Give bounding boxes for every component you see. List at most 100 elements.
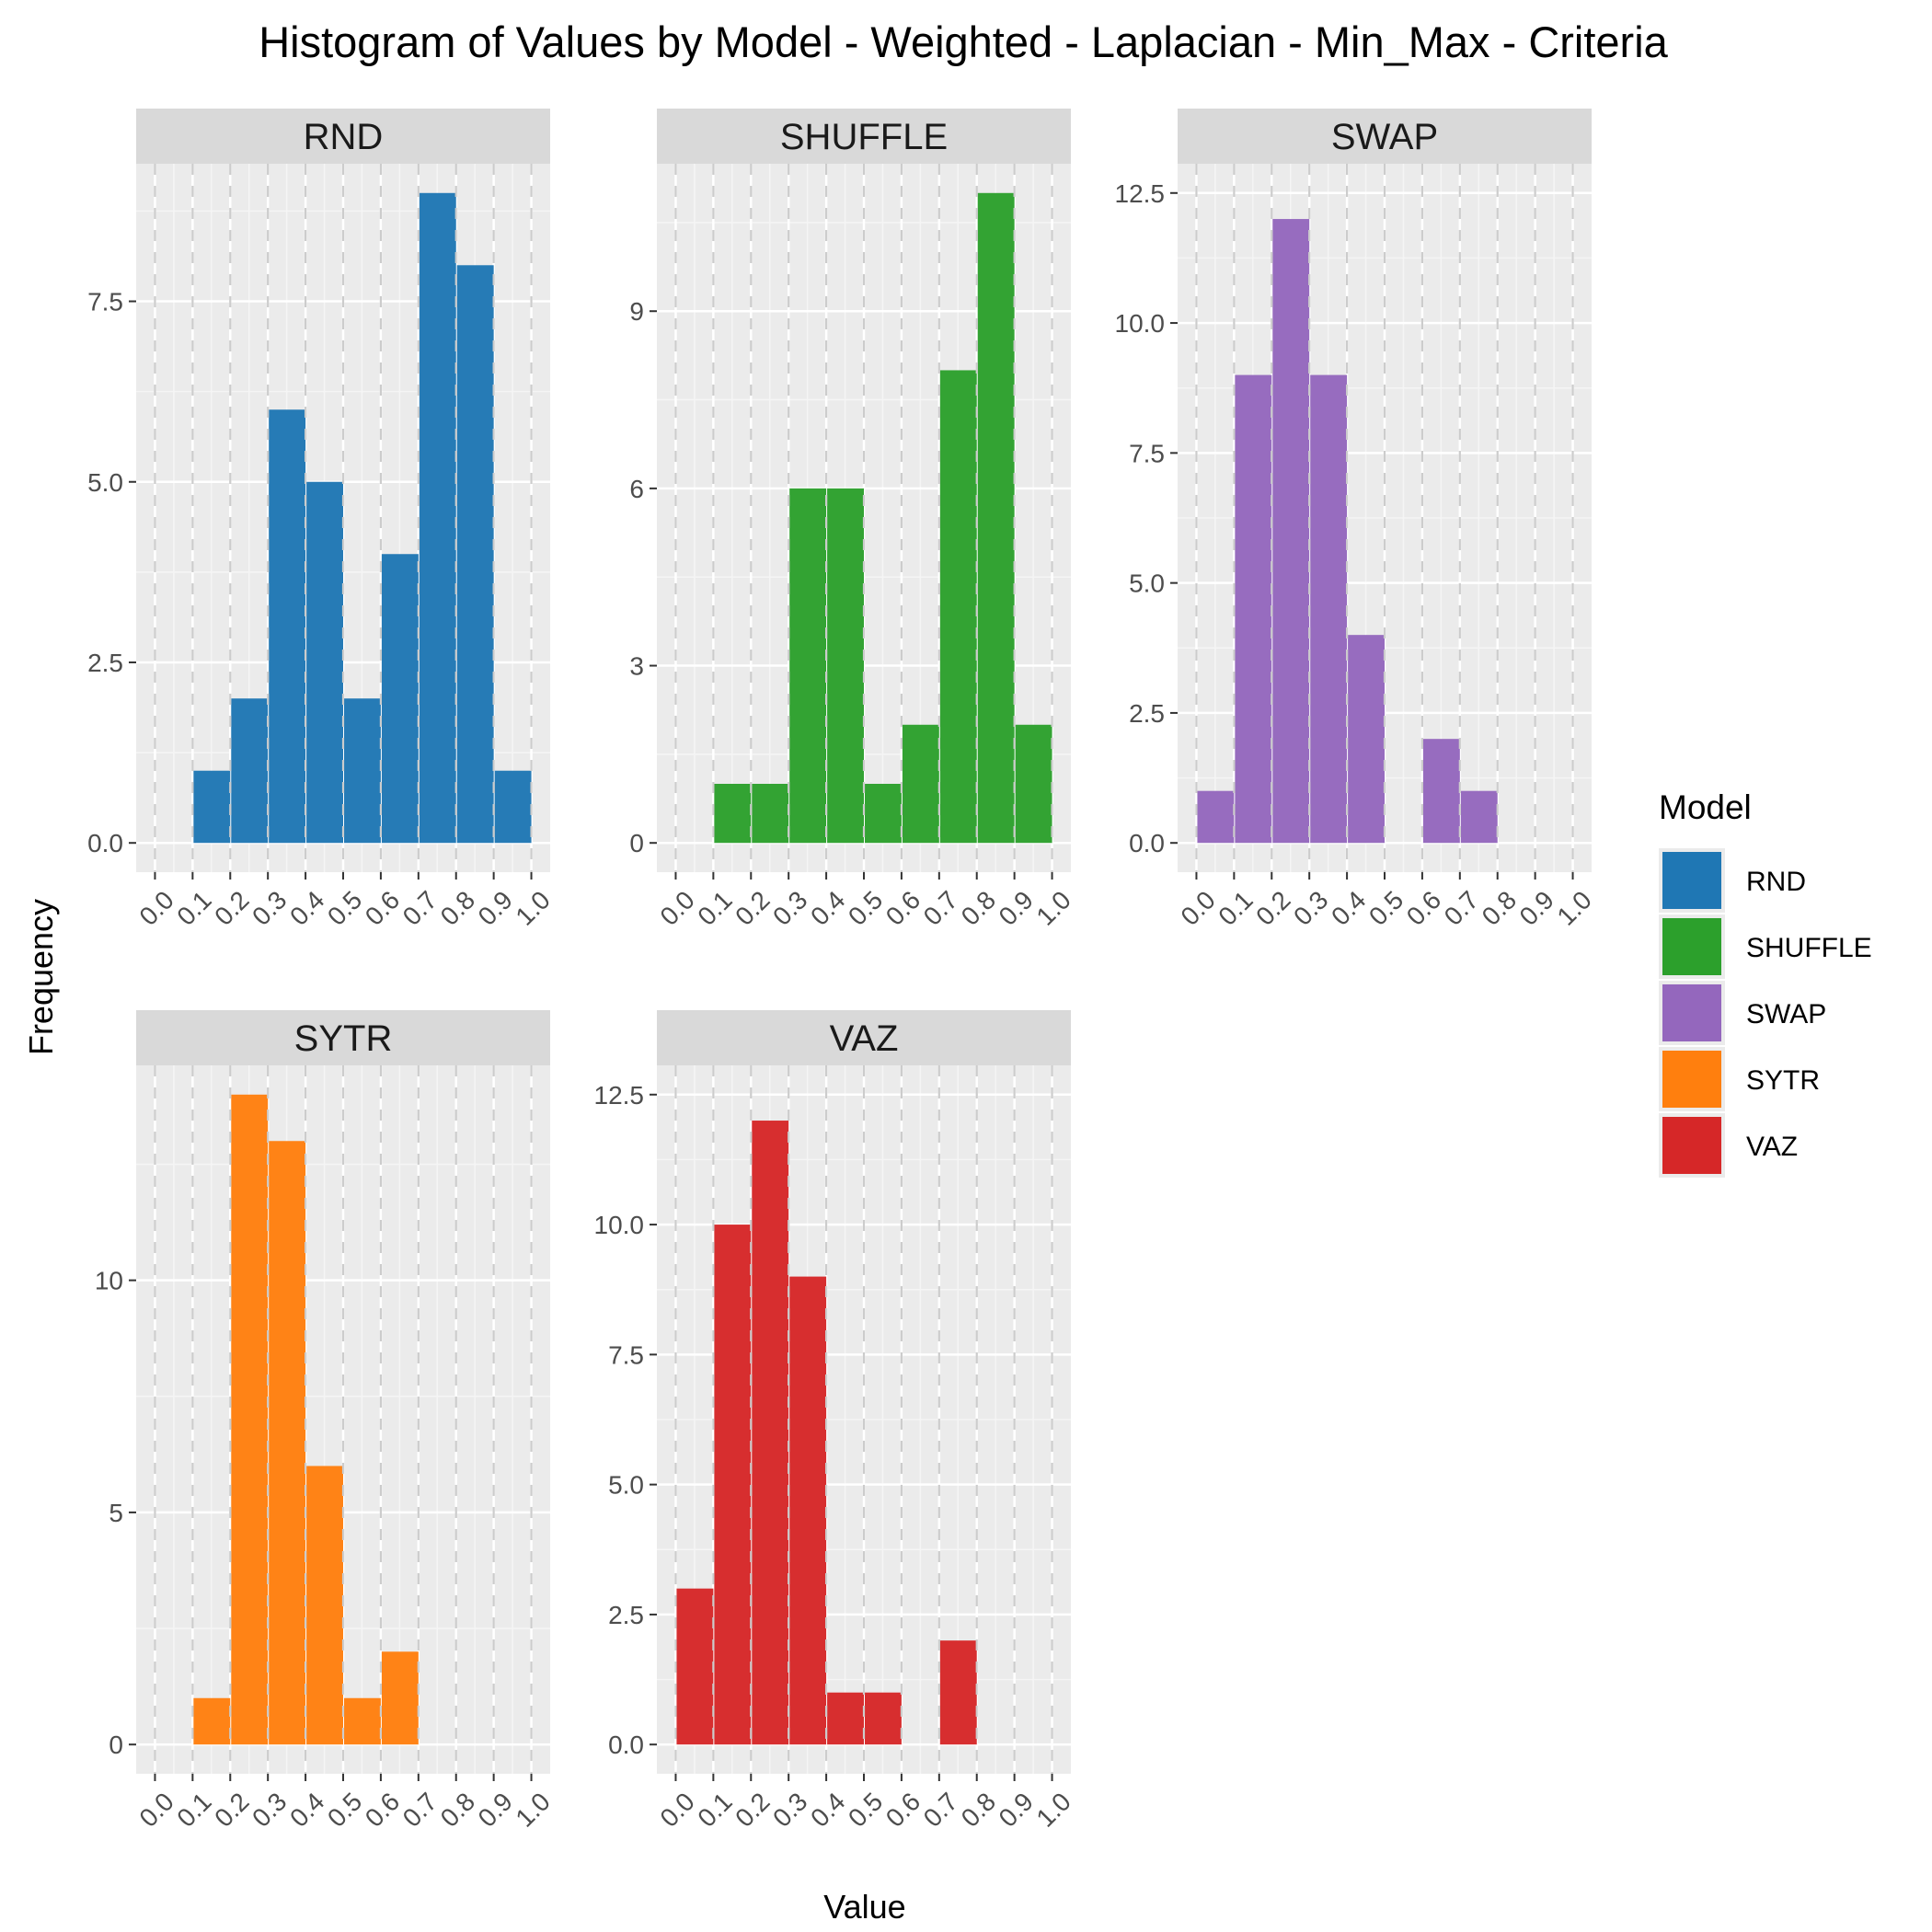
x-tick-label: 0.1 [171,885,216,930]
x-tick-label: 0.5 [322,885,367,930]
y-tick-label: 12.5 [594,1081,645,1110]
legend-label: SWAP [1746,999,1826,1029]
x-tick-label: 0.7 [1439,885,1484,930]
histogram-bar [752,784,788,843]
y-tick-label: 5.0 [1129,569,1165,598]
histogram-bar [940,1640,977,1744]
legend-label: RND [1746,867,1806,897]
histogram-bar [827,1693,864,1745]
legend-swatch [1662,984,1721,1041]
legend-title: Model [1659,788,1752,826]
histogram-bar [1461,791,1498,844]
x-tick-label: 0.6 [360,1787,405,1832]
x-tick-label: 0.5 [843,1787,888,1832]
legend-key-swap: SWAP [1659,981,1826,1045]
x-tick-label: 0.9 [473,885,518,930]
histogram-bar [827,489,864,843]
x-tick-label: 0.8 [956,1787,1001,1832]
x-tick-label: 0.4 [284,1787,329,1832]
y-tick-label: 0 [109,1731,123,1759]
x-tick-label: 0.4 [1326,885,1371,930]
legend-swatch [1662,1051,1721,1108]
x-tick-label: 0.6 [360,885,405,930]
y-tick-label: 2.5 [608,1601,644,1629]
histogram-bar [978,193,1015,843]
x-tick-label: 1.0 [1551,885,1596,930]
x-tick-label: 0.4 [284,885,329,930]
histogram-bar [269,409,305,843]
x-tick-label: 0.3 [247,1787,292,1832]
histogram-bar [1272,219,1309,843]
x-tick-label: 0.0 [133,1787,178,1832]
histogram-bar [193,1698,230,1744]
histogram-bar [495,771,532,843]
strip-label: RND [304,117,384,157]
x-tick-label: 1.0 [1030,1787,1075,1832]
x-tick-label: 0.2 [730,885,775,930]
y-tick-label: 10.0 [1115,309,1166,338]
strip-label: SHUFFLE [780,117,948,157]
x-tick-label: 1.0 [510,885,555,930]
x-tick-label: 0.8 [1477,885,1522,930]
histogram-bar [1348,635,1385,843]
x-tick-label: 0.2 [730,1787,775,1832]
x-tick-label: 0.6 [880,1787,926,1832]
y-tick-label: 0.0 [87,829,123,857]
histogram-bar [714,1225,751,1744]
panel-swap: SWAP0.02.55.07.510.012.50.00.10.20.30.40… [1115,109,1597,931]
x-tick-label: 0.0 [133,885,178,930]
x-tick-label: 0.9 [1514,885,1559,930]
histogram-bar [382,554,419,843]
histogram-bar [1423,739,1460,843]
histogram-bar [865,784,902,843]
legend-swatch [1662,1117,1721,1174]
x-axis-title: Value [823,1888,905,1926]
facet-panels: RND0.02.55.07.50.00.10.20.30.40.50.60.70… [87,109,1597,1833]
histogram-bar [1016,725,1052,843]
x-tick-label: 0.4 [805,1787,850,1832]
x-tick-label: 0.2 [209,1787,254,1832]
histogram-bar [1197,791,1234,844]
histogram-bar [344,698,381,843]
y-tick-label: 5.0 [608,1471,644,1500]
x-tick-label: 0.7 [397,1787,443,1832]
x-tick-label: 1.0 [510,1787,555,1832]
x-tick-label: 0.8 [435,1787,480,1832]
x-tick-label: 0.5 [1363,885,1409,930]
x-tick-label: 0.9 [994,1787,1039,1832]
y-tick-label: 2.5 [87,649,123,677]
legend-key-rnd: RND [1659,848,1806,913]
legend: Model RNDSHUFFLESWAPSYTRVAZ [1659,788,1872,1178]
legend-key-shuffle: SHUFFLE [1659,914,1872,979]
panel-rnd: RND0.02.55.07.50.00.10.20.30.40.50.60.70… [87,109,556,931]
histogram-bar [231,1095,268,1744]
legend-key-vaz: VAZ [1659,1113,1798,1178]
histogram-bar [789,489,826,843]
histogram-bar [903,725,939,843]
histogram-bar [865,1693,902,1745]
x-tick-label: 1.0 [1030,885,1075,930]
strip-label: VAZ [830,1018,899,1059]
x-tick-label: 0.2 [1250,885,1295,930]
x-tick-label: 0.6 [880,885,926,930]
x-tick-label: 0.9 [473,1787,518,1832]
legend-label: SHUFFLE [1746,933,1872,963]
histogram-bar [752,1121,788,1744]
x-tick-label: 0.0 [654,885,699,930]
histogram-bar [676,1589,713,1745]
y-tick-label: 3 [629,652,644,681]
y-tick-label: 6 [629,475,644,503]
x-tick-label: 0.0 [1175,885,1220,930]
legend-swatch [1662,852,1721,909]
y-tick-label: 7.5 [1129,439,1165,467]
histogram-bar [420,193,456,843]
x-tick-label: 0.8 [435,885,480,930]
y-tick-label: 5.0 [87,468,123,497]
x-tick-label: 0.2 [209,885,254,930]
y-axis-title: Frequency [22,899,60,1055]
x-tick-label: 0.3 [767,885,812,930]
histogram-bar [789,1277,826,1745]
histogram-bar [940,370,977,843]
panel-sytr: SYTR 0 5 10 0.00.10.20.30.40.50.60.70.80.91.… [95,1010,556,1833]
